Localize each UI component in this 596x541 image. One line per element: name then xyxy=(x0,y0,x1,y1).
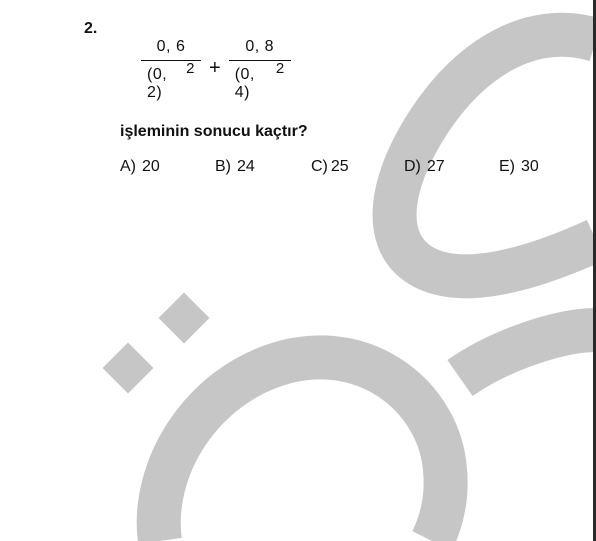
fraction-2-denominator-base: (0, 4) xyxy=(234,66,255,102)
option-d[interactable]: D) 27 xyxy=(404,158,445,176)
page-right-border xyxy=(593,0,596,541)
fraction-1-bar xyxy=(141,60,201,62)
question-prompt: işleminin sonucu kaçtır? xyxy=(120,123,308,140)
option-e-value: 30 xyxy=(521,158,539,175)
plus-operator: + xyxy=(209,56,221,79)
option-c[interactable]: C) 25 xyxy=(311,158,349,176)
fraction-2-exponent: 2 xyxy=(275,60,285,78)
option-c-letter: C) xyxy=(311,158,328,175)
fraction-2: 0, 8 (0, 4) 2 xyxy=(228,38,291,102)
fraction-1-exponent: 2 xyxy=(186,60,195,78)
option-c-value: 25 xyxy=(330,158,349,175)
watermark-s-top xyxy=(372,12,596,299)
option-a[interactable]: A) 20 xyxy=(120,158,160,176)
fraction-2-denominator: (0, 4) 2 xyxy=(229,61,291,102)
math-expression: 0, 6 (0, 2) 2 + 0, 8 (0, 4) 2 xyxy=(141,38,291,102)
fraction-2-numerator: 0, 8 xyxy=(245,38,275,55)
option-a-letter: A) xyxy=(120,158,136,175)
question-number: 2. xyxy=(84,20,98,37)
option-b[interactable]: B) 24 xyxy=(215,158,255,176)
option-e[interactable]: E) 30 xyxy=(499,158,539,176)
option-b-value: 24 xyxy=(237,158,255,175)
watermark-o-ring xyxy=(136,335,468,541)
fraction-1-numerator: 0, 6 xyxy=(156,38,186,55)
option-b-letter: B) xyxy=(215,158,231,175)
option-d-letter: D) xyxy=(404,158,421,175)
watermark-s-bottom xyxy=(447,308,596,397)
option-d-value: 27 xyxy=(426,158,445,175)
fraction-1-denominator: (0, 2) 2 xyxy=(141,61,201,102)
option-a-value: 20 xyxy=(142,158,160,175)
fraction-2-bar xyxy=(228,60,291,62)
fraction-1: 0, 6 (0, 2) 2 xyxy=(141,38,201,102)
fraction-1-denominator-base: (0, 2) xyxy=(147,66,168,102)
option-e-letter: E) xyxy=(499,158,515,175)
